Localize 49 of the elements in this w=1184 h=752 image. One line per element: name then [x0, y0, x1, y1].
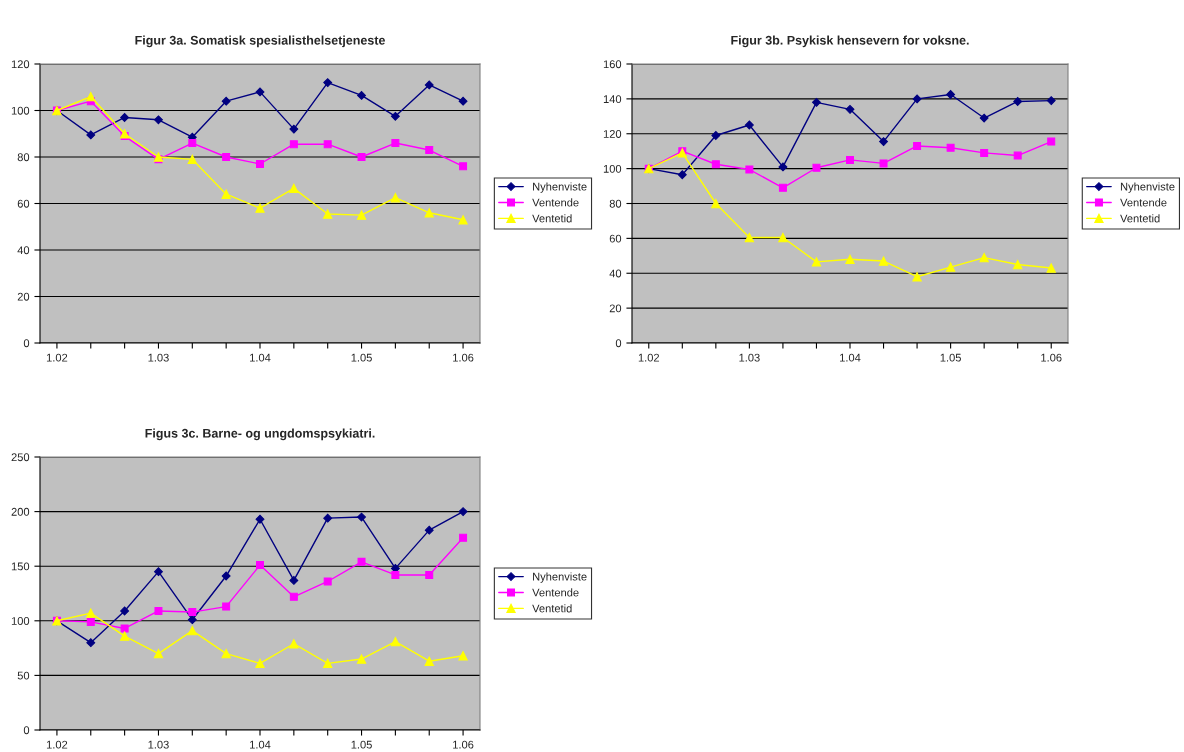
y-tick-label: 100: [11, 617, 30, 625]
y-tick-label: 100: [11, 106, 30, 115]
y-tick-label: 0: [615, 339, 622, 348]
y-tick-label: 50: [17, 671, 30, 680]
y-tick-label: 120: [603, 130, 622, 138]
y-tick-label: 150: [11, 562, 30, 571]
chart-title: Figur 3a. Somatisk spesialisthelsetjeneste: [135, 35, 385, 48]
x-tick-label: 1.02: [638, 353, 660, 362]
y-tick-label: 100: [603, 164, 622, 173]
y-tick-label: 40: [17, 246, 30, 255]
y-tick-label: 120: [11, 60, 30, 69]
y-tick-label: 200: [11, 507, 30, 516]
legend-label: Ventende: [532, 198, 579, 207]
legend-label: Nyhenviste: [533, 182, 587, 193]
x-tick-label: 1.05: [940, 353, 961, 362]
x-tick-label: 1.06: [1041, 353, 1062, 362]
legend-label: Ventetid: [1120, 214, 1160, 223]
legend-label: Ventende: [1120, 198, 1167, 207]
x-tick-label: 1.06: [453, 353, 474, 362]
x-tick-label: 1.03: [739, 353, 760, 362]
y-tick-label: 60: [17, 199, 30, 208]
x-tick-label: 1.06: [453, 740, 474, 749]
chart-title: Figus 3c. Barne- og ungdomspsykiatri.: [145, 428, 375, 441]
legend-label: Ventetid: [532, 604, 572, 613]
y-tick-label: 0: [23, 339, 30, 348]
y-tick-label: 20: [17, 292, 30, 301]
chart-title: Figur 3b. Psykisk hensevern for voksne.: [731, 35, 969, 48]
y-tick-label: 80: [609, 199, 622, 208]
y-tick-label: 250: [11, 453, 30, 462]
x-tick-label: 1.03: [148, 353, 169, 362]
y-tick-label: 160: [603, 60, 622, 69]
y-tick-label: 140: [603, 95, 622, 104]
x-tick-label: 1.04: [840, 353, 861, 362]
y-tick-label: 0: [23, 726, 30, 735]
legend-label: Ventetid: [532, 214, 572, 223]
x-tick-label: 1.02: [46, 740, 68, 749]
x-tick-label: 1.02: [46, 353, 68, 362]
x-tick-label: 1.04: [250, 353, 271, 362]
y-tick-label: 40: [609, 269, 622, 278]
x-tick-label: 1.04: [250, 740, 271, 749]
x-tick-label: 1.05: [351, 353, 372, 362]
x-tick-label: 1.03: [148, 740, 169, 749]
x-tick-label: 1.05: [351, 740, 372, 749]
y-tick-label: 60: [609, 234, 622, 243]
y-tick-label: 20: [609, 304, 622, 313]
y-tick-label: 80: [17, 153, 30, 162]
legend-label: Nyhenviste: [533, 572, 587, 583]
legend-label: Ventende: [532, 588, 579, 597]
legend-label: Nyhenviste: [1120, 182, 1175, 193]
